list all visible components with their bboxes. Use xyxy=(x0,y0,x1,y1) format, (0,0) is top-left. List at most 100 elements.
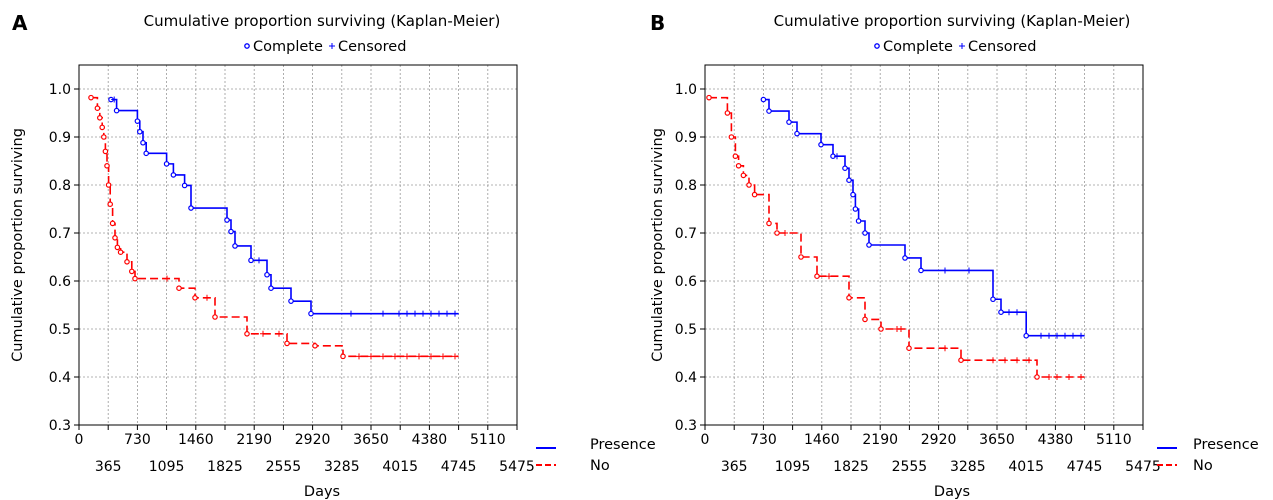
censored-point xyxy=(356,353,362,360)
censored-point xyxy=(256,257,262,264)
censored-point xyxy=(1038,332,1044,339)
event-point xyxy=(990,296,996,303)
x-tick-label: 2555 xyxy=(266,459,302,475)
y-tick-label: 0.3 xyxy=(49,418,71,434)
censored-point xyxy=(428,310,434,317)
x-tick-label: 365 xyxy=(721,459,748,475)
event-point xyxy=(101,134,107,140)
series-line-presence xyxy=(763,98,1085,337)
censored-point xyxy=(1046,374,1052,380)
chart-panel-a: A Cumulative proportion surviving (Kaplan… xyxy=(10,11,656,500)
censored-point xyxy=(826,273,832,280)
censored-point xyxy=(412,310,418,317)
event-point xyxy=(751,191,758,198)
x-tick-label: 5475 xyxy=(499,459,535,475)
event-point xyxy=(766,108,772,114)
censored-point xyxy=(428,353,434,360)
event-point xyxy=(143,150,150,157)
event-point xyxy=(732,153,739,160)
y-tick-label: 0.5 xyxy=(675,322,697,338)
censored-point xyxy=(204,294,210,301)
censored-point xyxy=(276,330,282,337)
event-point xyxy=(862,316,868,323)
y-tick-label: 1.0 xyxy=(675,82,697,98)
y-tick-label: 0.9 xyxy=(49,130,71,146)
x-tick-label: 365 xyxy=(95,459,122,475)
event-point xyxy=(109,220,116,227)
event-point xyxy=(140,139,146,146)
x-tick-label: 4745 xyxy=(441,459,477,475)
event-point xyxy=(102,148,109,155)
plot-frame xyxy=(78,64,518,426)
censored-point xyxy=(1026,357,1032,364)
censored-point xyxy=(440,353,446,360)
censored-point xyxy=(1062,332,1068,339)
event-point xyxy=(232,243,238,249)
event-point xyxy=(163,161,170,167)
event-point xyxy=(264,271,270,278)
series-line-no xyxy=(91,96,459,358)
event-point xyxy=(902,255,908,261)
event-point xyxy=(798,254,804,260)
censored-point xyxy=(942,267,948,274)
censored-point xyxy=(990,357,996,364)
censored-point xyxy=(1054,374,1060,380)
event-point xyxy=(862,230,868,236)
y-tick-label: 0.7 xyxy=(49,226,71,242)
event-point xyxy=(88,94,94,101)
event-point xyxy=(766,220,772,227)
event-point xyxy=(1034,374,1040,380)
event-point xyxy=(105,182,112,188)
event-point xyxy=(842,165,848,172)
x-tick-label: 5110 xyxy=(470,432,506,448)
event-point xyxy=(113,107,120,114)
marker-legend-complete: Complete xyxy=(883,39,953,55)
x-tick-label: 0 xyxy=(75,432,84,448)
event-point xyxy=(181,182,188,189)
event-point xyxy=(706,94,712,101)
censored-point xyxy=(834,153,840,160)
x-tick-label: 4745 xyxy=(1067,459,1103,475)
x-tick-label: 4380 xyxy=(1038,432,1074,448)
event-point xyxy=(107,201,114,208)
event-point xyxy=(134,118,141,124)
event-point xyxy=(340,353,346,360)
x-tick-label: 3650 xyxy=(353,432,389,448)
censored-point xyxy=(1054,332,1060,339)
censored-point xyxy=(1078,332,1084,339)
event-point xyxy=(846,294,852,301)
grid xyxy=(705,65,1143,426)
chart-title: Cumulative proportion surviving (Kaplan-… xyxy=(144,12,501,30)
event-point xyxy=(794,130,800,137)
series-line-presence xyxy=(111,98,459,315)
event-point xyxy=(268,285,274,292)
censored-point xyxy=(380,353,386,360)
y-tick-label: 0.6 xyxy=(49,274,71,290)
chart-title: Cumulative proportion surviving (Kaplan-… xyxy=(774,12,1131,30)
event-point xyxy=(284,340,290,347)
event-point xyxy=(212,314,218,320)
x-tick-label: 2190 xyxy=(236,432,272,448)
series-legend: Presence No xyxy=(536,437,656,474)
censored-point xyxy=(348,310,354,317)
y-tick-label: 0.4 xyxy=(675,370,697,386)
event-point xyxy=(188,205,194,211)
complete-marker-icon xyxy=(244,43,250,49)
y-tick-label: 1.0 xyxy=(49,82,71,98)
y-axis-label: Cumulative proportion surviving xyxy=(10,128,26,362)
event-point xyxy=(132,275,138,282)
censored-point xyxy=(942,345,948,352)
legend-label-presence: Presence xyxy=(1193,437,1259,453)
event-point xyxy=(94,105,101,112)
censored-marker-icon xyxy=(959,43,965,49)
x-tick-label: 3285 xyxy=(324,459,360,475)
censored-point xyxy=(1014,357,1020,364)
legend-label-presence: Presence xyxy=(590,437,656,453)
y-tick-label: 0.6 xyxy=(675,274,697,290)
censored-point xyxy=(396,310,402,317)
marker-legend-censored: Censored xyxy=(968,39,1036,55)
event-point xyxy=(906,345,912,352)
x-axis-label: Days xyxy=(304,484,340,500)
censored-point xyxy=(404,353,410,360)
